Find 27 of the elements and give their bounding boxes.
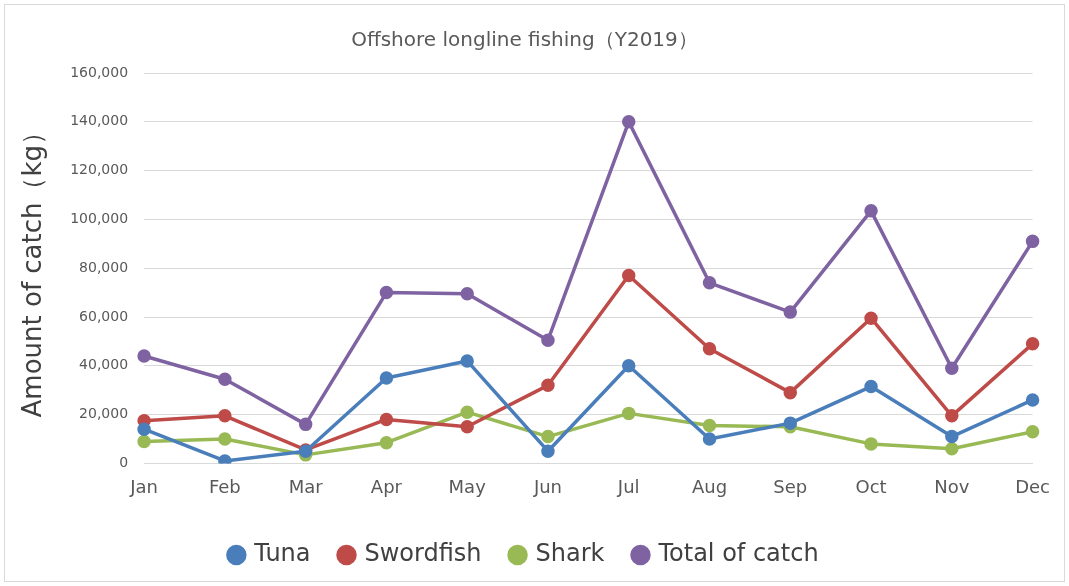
y-tick-label: 80,000	[79, 258, 129, 275]
legend-label: Swordfish	[364, 539, 482, 568]
y-tick-label: 100,000	[70, 210, 129, 227]
x-tick-label: Dec	[1015, 475, 1051, 497]
y-tick-label: 60,000	[79, 307, 129, 324]
legend-label: Tuna	[253, 539, 311, 568]
legend-label: Shark	[535, 539, 605, 568]
x-tick-label: Mar	[288, 475, 324, 497]
x-tick-label: Oct	[855, 475, 887, 497]
x-tick-label: Nov	[934, 475, 970, 497]
x-tick-label: May	[448, 475, 487, 497]
y-tick-label: 120,000	[70, 161, 129, 178]
y-axis-title: Amount of catch（kg）	[17, 118, 48, 418]
x-tick-label: Jul	[616, 475, 640, 497]
y-tick-label: 40,000	[79, 356, 129, 373]
x-tick-label: Apr	[370, 475, 403, 497]
chart-title: Offshore longline fishing（Y2019）	[351, 27, 698, 52]
y-tick-label: 20,000	[79, 405, 129, 422]
x-tick-label: Feb	[208, 475, 241, 497]
x-tick-label: Aug	[691, 475, 728, 497]
y-tick-label: 140,000	[70, 112, 129, 129]
x-tick-label: Jan	[129, 475, 158, 497]
x-tick-label: Jun	[532, 475, 563, 497]
legend-label: Total of catch	[657, 539, 819, 568]
y-tick-label: 160,000	[70, 63, 129, 80]
x-tick-label: Sep	[773, 475, 808, 497]
y-tick-label: 0	[119, 454, 129, 471]
